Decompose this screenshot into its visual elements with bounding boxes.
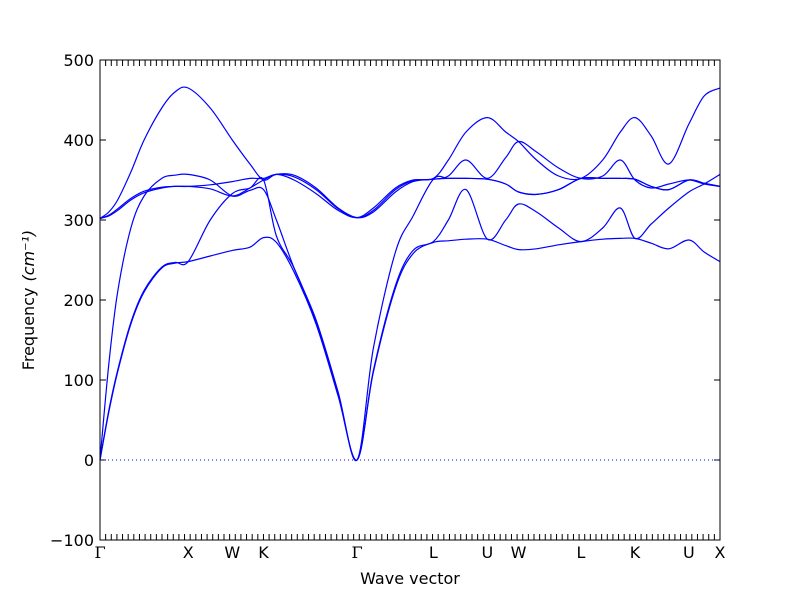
x-tick-label: Γ (351, 543, 362, 562)
y-axis-label-text: Frequency (19, 288, 38, 371)
x-tick-label: L (429, 543, 438, 562)
x-tick-label: K (630, 543, 641, 562)
x-tick-label: W (511, 543, 527, 562)
x-tick-label: Γ (94, 543, 105, 562)
x-tick-label: K (258, 543, 269, 562)
y-tick-label: 500 (63, 51, 94, 70)
band-line-3 (99, 173, 721, 462)
y-tick-label: 0 (84, 451, 94, 470)
x-tick-label: X (715, 543, 726, 562)
band-line-2 (99, 173, 721, 461)
y-tick-label: 200 (63, 291, 94, 310)
y-tick-label: −100 (50, 531, 94, 550)
band-line-1 (99, 236, 721, 461)
band-line-6 (99, 86, 721, 219)
y-axis-unit: (cm⁻¹) (19, 230, 38, 282)
plot-frame (99, 59, 721, 541)
x-tick-label: W (224, 543, 240, 562)
y-axis-label: Frequency (cm⁻¹) (19, 230, 38, 370)
x-tick-label: X (183, 543, 194, 562)
band-line-5 (99, 140, 721, 219)
x-tick-label: U (481, 543, 493, 562)
y-tick-label: 400 (63, 131, 94, 150)
x-tick-label: U (683, 543, 695, 562)
y-tick-label: 100 (63, 371, 94, 390)
series-layer (99, 86, 721, 462)
y-tick-label: 300 (63, 211, 94, 230)
x-tick-label: L (576, 543, 585, 562)
x-axis-label: Wave vector (360, 569, 460, 588)
ticks-layer (99, 59, 721, 541)
y-tick-labels: −100 0 100 200 300 400 500 (50, 51, 94, 550)
